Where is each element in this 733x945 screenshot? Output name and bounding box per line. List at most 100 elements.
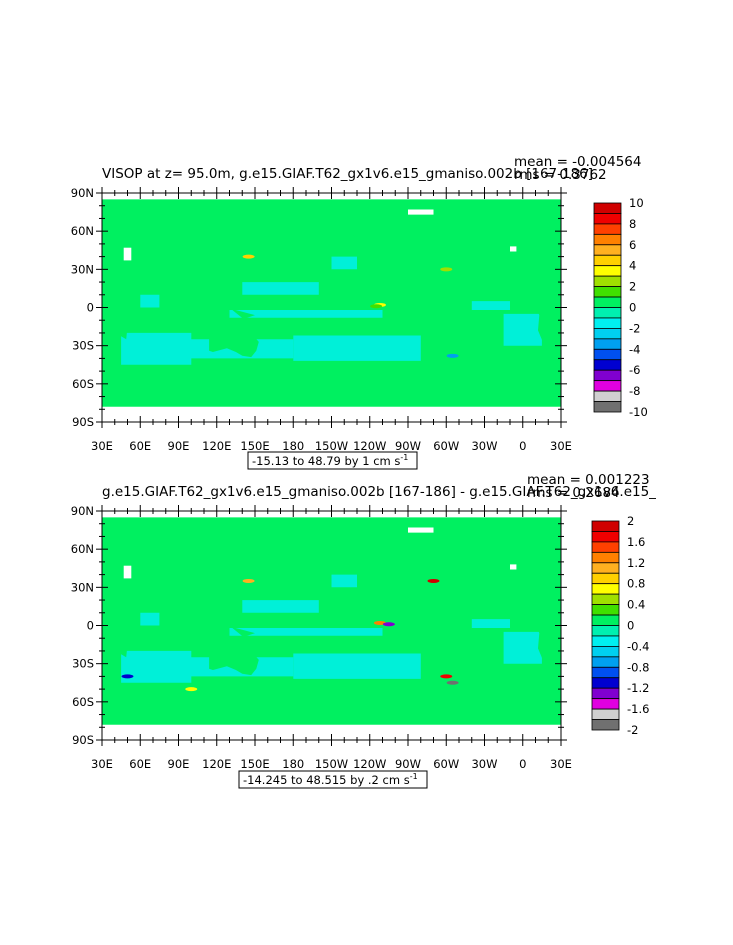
colorbar-label: -0.8 xyxy=(627,660,649,674)
continent-mask xyxy=(102,209,294,307)
colorbar-label: -2 xyxy=(627,723,638,737)
continent-mask xyxy=(515,551,526,562)
colorbar-swatch xyxy=(593,286,622,298)
x-tick-label: 120W xyxy=(353,757,386,771)
continent-mask xyxy=(102,527,294,625)
colorbar-label: 2 xyxy=(629,280,636,294)
continent-mask xyxy=(293,217,309,224)
continent-mask xyxy=(510,535,561,580)
y-tick-label: 60S xyxy=(72,377,94,391)
y-tick-label: 0 xyxy=(87,619,94,633)
continent-mask xyxy=(419,610,479,695)
continent-mask xyxy=(419,292,479,377)
colorbar-swatch xyxy=(593,369,622,382)
x-tick-label: 60W xyxy=(433,439,459,453)
negative-anomaly-region xyxy=(471,301,510,310)
colorbar-label: 6 xyxy=(629,238,636,252)
colorbar-label: 0 xyxy=(629,301,636,315)
colorbar-swatch xyxy=(593,401,622,413)
colorbar-swatch xyxy=(591,572,620,585)
missing-data-patch xyxy=(123,247,132,261)
colorbar-swatch xyxy=(591,719,620,731)
y-tick-label: 0 xyxy=(87,301,94,315)
x-axis-labels: 30E 60E 90E 120E 150E 180 150W 120W 90W 60W 30W 0 30… xyxy=(91,757,572,771)
continent-mask xyxy=(209,639,259,676)
colorbar-swatch xyxy=(591,698,620,710)
panel-top: VISOP at z= 95.0m, g.e15.GIAF.T62_gx1v6.… xyxy=(71,154,648,470)
x-tick-label: 150E xyxy=(240,439,269,453)
continent-mask xyxy=(184,301,199,316)
x-tick-label: 30E xyxy=(550,757,572,771)
colorbar-swatch xyxy=(593,265,622,277)
continent-mask xyxy=(293,535,309,542)
continent-mask xyxy=(308,214,452,298)
missing-data-patch xyxy=(510,564,517,570)
anomaly-spot xyxy=(446,680,459,685)
negative-anomaly-region xyxy=(229,310,383,318)
anomaly-spot xyxy=(440,674,453,679)
colorbar-swatch xyxy=(593,296,622,308)
colorbar-swatch xyxy=(593,380,622,392)
colorbar-swatch xyxy=(591,708,620,720)
continent-mask xyxy=(202,298,215,312)
colorbar-swatch xyxy=(593,233,622,246)
negative-anomaly-region xyxy=(331,256,357,270)
colorbar-swatch xyxy=(591,635,620,647)
negative-anomaly-region xyxy=(503,631,542,664)
x-tick-label: 0 xyxy=(519,439,526,453)
continent-mask xyxy=(510,217,561,262)
anomaly-spot xyxy=(370,304,383,309)
colorbar-label: -0.4 xyxy=(627,639,649,653)
colorbar-swatch xyxy=(593,317,622,329)
continent-mask xyxy=(230,308,255,319)
x-tick-label: 120W xyxy=(353,439,386,453)
missing-data-patch xyxy=(408,209,434,215)
x-tick-label: 90E xyxy=(168,439,190,453)
continent-mask xyxy=(515,233,526,244)
x-tick-label: 90W xyxy=(395,757,421,771)
negative-anomaly-region xyxy=(140,612,160,626)
y-tick-label: 60N xyxy=(71,224,94,238)
colorbar-swatch xyxy=(593,202,622,214)
continent-mask xyxy=(102,585,129,665)
colorbar-swatch xyxy=(593,348,622,361)
colorbar-swatch xyxy=(591,562,620,574)
colorbar-swatch xyxy=(591,531,620,543)
colorbar-swatch xyxy=(593,307,622,319)
x-tick-label: 30E xyxy=(550,439,572,453)
x-tick-label: 180 xyxy=(282,439,304,453)
continent-mask xyxy=(119,642,128,658)
y-tick-label: 90N xyxy=(71,504,94,518)
colorbar-swatch xyxy=(591,687,620,700)
negative-anomaly-region xyxy=(121,332,192,365)
colorbar-swatch xyxy=(591,551,620,564)
continent-mask xyxy=(102,267,129,347)
x-tick-label: 60W xyxy=(433,757,459,771)
colorbar-swatch xyxy=(591,520,620,532)
panel-title: VISOP at z= 95.0m, g.e15.GIAF.T62_gx1v6.… xyxy=(102,166,593,182)
map-field xyxy=(102,193,561,422)
colorbar-label: 10 xyxy=(629,196,644,210)
continent-mask xyxy=(119,324,128,340)
y-tick-label: 60N xyxy=(71,542,94,556)
colorbar-label: 1.2 xyxy=(627,556,645,570)
range-label-superscript: -1 xyxy=(410,772,418,781)
negative-anomaly-region xyxy=(331,574,357,588)
negative-anomaly-region xyxy=(121,650,192,683)
y-tick-label: 90N xyxy=(71,186,94,200)
negative-anomaly-region xyxy=(503,313,542,346)
x-axis-labels: 30E 60E 90E 120E 150E 180 150W 120W 90W 60W 30W 0 30… xyxy=(91,439,572,453)
negative-anomaly-region xyxy=(242,282,319,295)
y-tick-label: 90S xyxy=(72,415,94,429)
colorbar-label: 0 xyxy=(627,619,634,633)
y-tick-label: 30S xyxy=(72,657,94,671)
negative-anomaly-region xyxy=(293,335,421,361)
colorbar-label: 4 xyxy=(629,259,636,273)
x-tick-label: 90W xyxy=(395,439,421,453)
y-axis-labels: 90N 60N 30N 0 30S 60S 90S xyxy=(71,504,94,747)
continent-mask xyxy=(430,519,498,547)
anomaly-spot xyxy=(121,674,134,679)
colorbar-label: -10 xyxy=(629,405,648,419)
negative-anomaly-region xyxy=(229,628,383,636)
